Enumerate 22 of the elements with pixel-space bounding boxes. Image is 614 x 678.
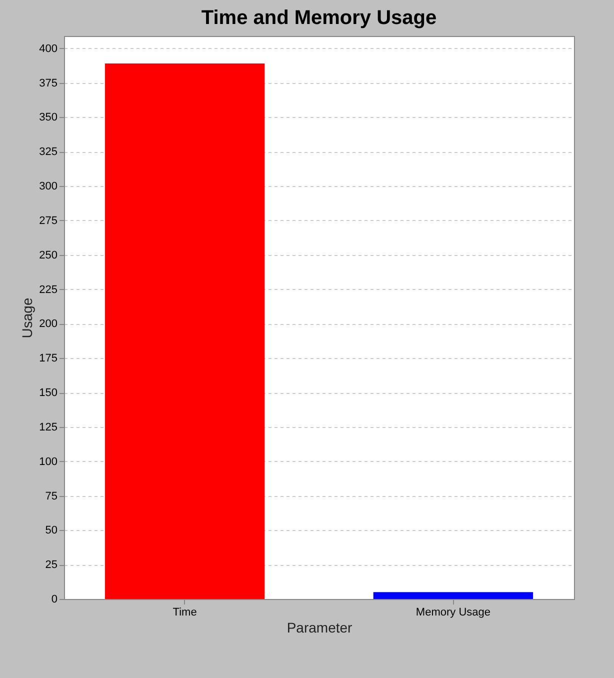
y-tick-label: 25 <box>45 559 58 572</box>
y-tick-label: 275 <box>39 214 58 227</box>
chart-title: Time and Memory Usage <box>201 7 437 29</box>
y-tick-label: 250 <box>39 249 58 262</box>
x-tick-label: Time <box>172 606 197 618</box>
y-tick-label: 325 <box>39 146 58 158</box>
y-tick-label: 150 <box>39 387 58 400</box>
y-tick-label: 50 <box>45 524 58 537</box>
x-axis-title: Parameter <box>286 620 353 636</box>
y-tick-label: 375 <box>39 77 58 90</box>
y-tick-label: 225 <box>39 284 58 296</box>
y-tick-label: 175 <box>39 352 58 365</box>
y-tick-label: 100 <box>39 456 58 468</box>
y-tick-label: 300 <box>39 180 58 193</box>
y-tick-label: 350 <box>39 112 58 124</box>
x-tick-label: Memory Usage <box>416 606 490 618</box>
y-tick-label: 400 <box>39 42 58 55</box>
y-tick-label: 0 <box>51 594 58 606</box>
y-tick-label: 125 <box>39 421 58 434</box>
y-tick-label: 75 <box>45 490 58 502</box>
y-tick-label: 200 <box>39 318 58 330</box>
y-axis-title: Usage <box>19 298 36 338</box>
